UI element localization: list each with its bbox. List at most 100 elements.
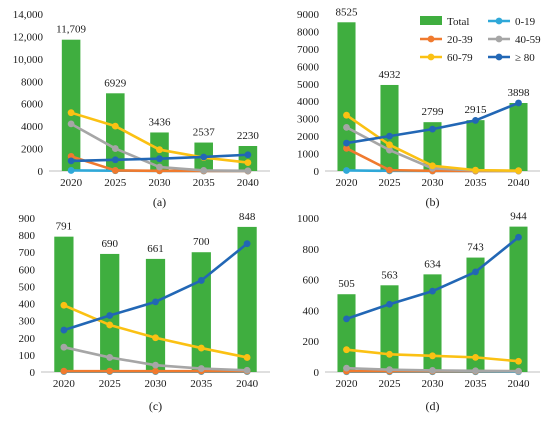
series-point <box>515 234 522 241</box>
x-tick-label: 2040 <box>236 378 259 390</box>
y-tick-label: 0 <box>314 367 320 379</box>
x-tick-label: 2020 <box>336 177 359 189</box>
panel-label: (a) <box>153 195 166 209</box>
series-point <box>429 126 436 133</box>
series-point <box>386 167 393 174</box>
y-tick-label: 200 <box>303 336 320 348</box>
y-tick-label: 4000 <box>21 121 44 133</box>
bar <box>466 120 484 171</box>
data-label: 3898 <box>508 87 531 99</box>
x-tick-label: 2040 <box>508 177 531 189</box>
series-point <box>200 154 207 161</box>
data-label: 2915 <box>465 104 488 116</box>
y-tick-label: 6000 <box>297 61 320 73</box>
x-tick-label: 2020 <box>336 378 359 390</box>
bar <box>509 227 527 372</box>
series-point <box>106 354 113 361</box>
bar <box>509 103 527 171</box>
data-label: 634 <box>424 258 441 270</box>
series-point <box>198 345 205 352</box>
panel-label: (d) <box>426 399 440 413</box>
bar <box>146 259 165 372</box>
data-label: 743 <box>467 242 484 254</box>
series-point <box>152 362 159 369</box>
legend-swatch <box>420 16 442 25</box>
y-tick-label: 7000 <box>297 44 320 56</box>
x-tick-label: 2035 <box>465 177 488 189</box>
series-point <box>472 354 479 361</box>
series-point <box>152 298 159 305</box>
data-label: 2537 <box>193 127 216 139</box>
series-point <box>343 140 350 147</box>
y-tick-label: 100 <box>19 350 36 362</box>
series-point <box>343 365 350 372</box>
legend-marker <box>428 54 435 61</box>
series-point <box>386 301 393 308</box>
data-label: 6929 <box>104 77 127 89</box>
series-point <box>152 368 159 375</box>
data-label: 690 <box>101 238 118 250</box>
legend-label: ≥ 80 <box>515 52 535 64</box>
series-point <box>244 354 251 361</box>
data-label: 4932 <box>379 69 401 81</box>
series-point <box>343 112 350 119</box>
bar <box>380 85 398 171</box>
series-point <box>343 124 350 131</box>
panel-label: (b) <box>426 195 440 209</box>
legend-marker <box>496 36 503 43</box>
x-tick-label: 2030 <box>145 378 168 390</box>
series-point <box>61 368 68 375</box>
series-point <box>112 145 119 152</box>
series-point <box>245 151 252 158</box>
bar <box>239 146 258 171</box>
x-tick-label: 2030 <box>422 378 445 390</box>
legend-label: Total <box>447 16 469 28</box>
x-tick-label: 2020 <box>53 378 76 390</box>
series-point <box>68 109 75 116</box>
series-point <box>112 156 119 163</box>
y-tick-label: 200 <box>19 333 36 345</box>
y-tick-label: 0 <box>30 367 36 379</box>
series-point <box>112 123 119 130</box>
series-point <box>245 159 252 166</box>
y-tick-label: 5000 <box>297 79 320 91</box>
legend-label: 60-79 <box>447 52 473 64</box>
panel-2: 0100020003000400050006000700080009000202… <box>297 6 540 209</box>
y-tick-label: 400 <box>303 305 320 317</box>
legend-label: 40-59 <box>515 34 541 46</box>
series-point <box>244 367 251 374</box>
legend-marker <box>428 36 435 43</box>
y-tick-label: 600 <box>303 275 320 287</box>
y-tick-label: 500 <box>19 281 36 293</box>
y-tick-label: 2000 <box>297 131 320 143</box>
series-point <box>515 167 522 174</box>
y-tick-label: 800 <box>19 230 36 242</box>
x-tick-label: 2025 <box>99 378 122 390</box>
bar <box>337 294 355 372</box>
x-tick-label: 2040 <box>237 177 260 189</box>
data-label: 848 <box>239 211 256 223</box>
series-point <box>68 158 75 165</box>
data-label: 700 <box>193 236 210 248</box>
y-tick-label: 12,000 <box>13 31 44 43</box>
y-tick-label: 1000 <box>297 149 320 161</box>
y-tick-label: 700 <box>19 247 36 259</box>
x-tick-label: 2040 <box>508 378 531 390</box>
series-point <box>515 100 522 107</box>
y-tick-label: 600 <box>19 264 36 276</box>
series-point <box>429 367 436 374</box>
x-tick-label: 2025 <box>104 177 127 189</box>
bar <box>62 40 81 171</box>
series-point <box>429 352 436 359</box>
series-point <box>244 240 251 247</box>
data-label: 3436 <box>149 116 172 128</box>
series-point <box>106 312 113 319</box>
series-point <box>156 155 163 162</box>
series-point <box>386 141 393 148</box>
series-point <box>61 344 68 351</box>
series-point <box>429 288 436 295</box>
x-tick-label: 2025 <box>379 177 402 189</box>
